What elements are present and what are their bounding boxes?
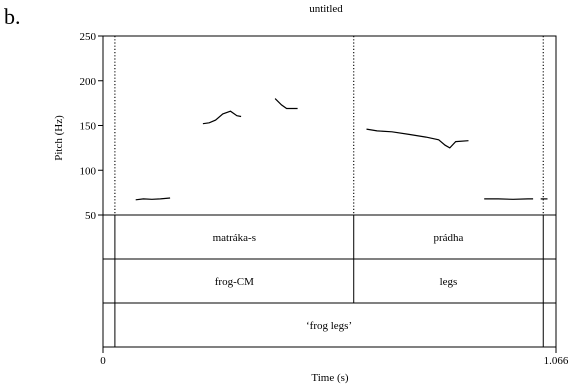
tier-interval-label: ‘frog legs’ [306, 320, 352, 332]
pitch-contour-segment [135, 197, 171, 201]
y-tick-label: 200 [80, 76, 97, 88]
panel-label: b. [4, 4, 21, 29]
y-tick-label: 50 [85, 210, 97, 222]
plot-frame [102, 35, 557, 348]
y-tick-label: 150 [80, 121, 97, 133]
tier-interval-label: prádha [434, 232, 464, 244]
x-axis-label: Time (s) [311, 372, 349, 384]
tier-interval-label: frog-CM [215, 276, 254, 288]
pitch-contour-segment [366, 128, 469, 149]
tier-interval-label: legs [440, 276, 458, 288]
chart-title: untitled [309, 3, 343, 15]
x-tick-label: 0 [100, 355, 106, 367]
x-tick-label: 1.066 [544, 355, 569, 367]
y-tick-label: 100 [80, 165, 97, 177]
axes: 50 100 150 200 250 0 1.066 [80, 31, 569, 367]
pitch-contour-segment [202, 110, 242, 125]
y-axis-label: Pitch (Hz) [53, 115, 65, 161]
plot-area [114, 36, 548, 215]
tier-interval-label: matráka-s [213, 232, 256, 244]
pitch-contour-segment [274, 98, 298, 110]
annotation-tiers: matráka-s prádha frog-CM legs ‘frog legs’ [103, 215, 556, 348]
y-tick-label: 250 [80, 31, 97, 43]
